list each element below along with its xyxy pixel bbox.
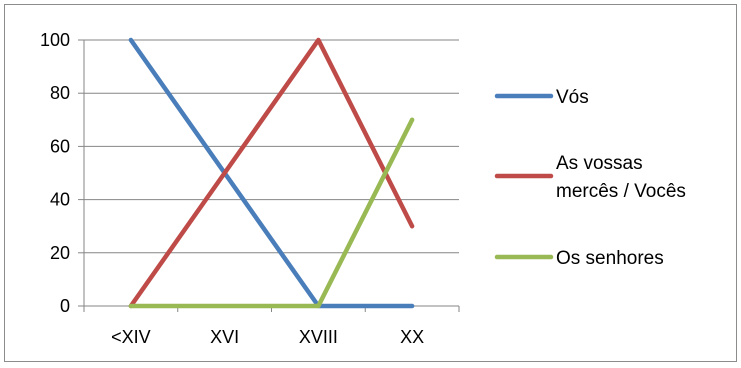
x-tick-label: XVIII xyxy=(299,327,338,347)
y-tick-labels: 0 20 40 60 80 100 xyxy=(40,30,70,316)
x-tick-label: XX xyxy=(400,327,424,347)
y-tick-label: 40 xyxy=(50,190,70,210)
legend-label: Os senhores xyxy=(556,248,664,269)
x-tick-label: XVI xyxy=(210,327,239,347)
y-tick-label: 100 xyxy=(40,30,70,50)
series-line-2 xyxy=(128,37,415,309)
y-tick-label: 20 xyxy=(50,243,70,263)
legend-label: As vossas mercês / Vocês xyxy=(556,153,686,202)
gridlines xyxy=(84,39,459,254)
series-lines xyxy=(128,37,415,309)
legend-item: Vós xyxy=(494,87,589,108)
legend-label: Vós xyxy=(556,87,589,108)
legend: Vós As vossas mercês / Vocês Os senhores xyxy=(494,87,686,269)
y-tick-label: 80 xyxy=(50,83,70,103)
x-tick-labels: <XIV XVI XVIII XX xyxy=(111,327,424,347)
series-line-1 xyxy=(128,37,415,309)
axes xyxy=(78,39,460,312)
x-tick-label: <XIV xyxy=(111,327,151,347)
series-line-3 xyxy=(128,117,415,309)
y-tick-label: 60 xyxy=(50,136,70,156)
legend-item: As vossas mercês / Vocês xyxy=(494,153,686,202)
legend-item: Os senhores xyxy=(494,248,664,269)
chart-frame xyxy=(4,4,737,362)
y-tick-label: 0 xyxy=(60,296,70,316)
